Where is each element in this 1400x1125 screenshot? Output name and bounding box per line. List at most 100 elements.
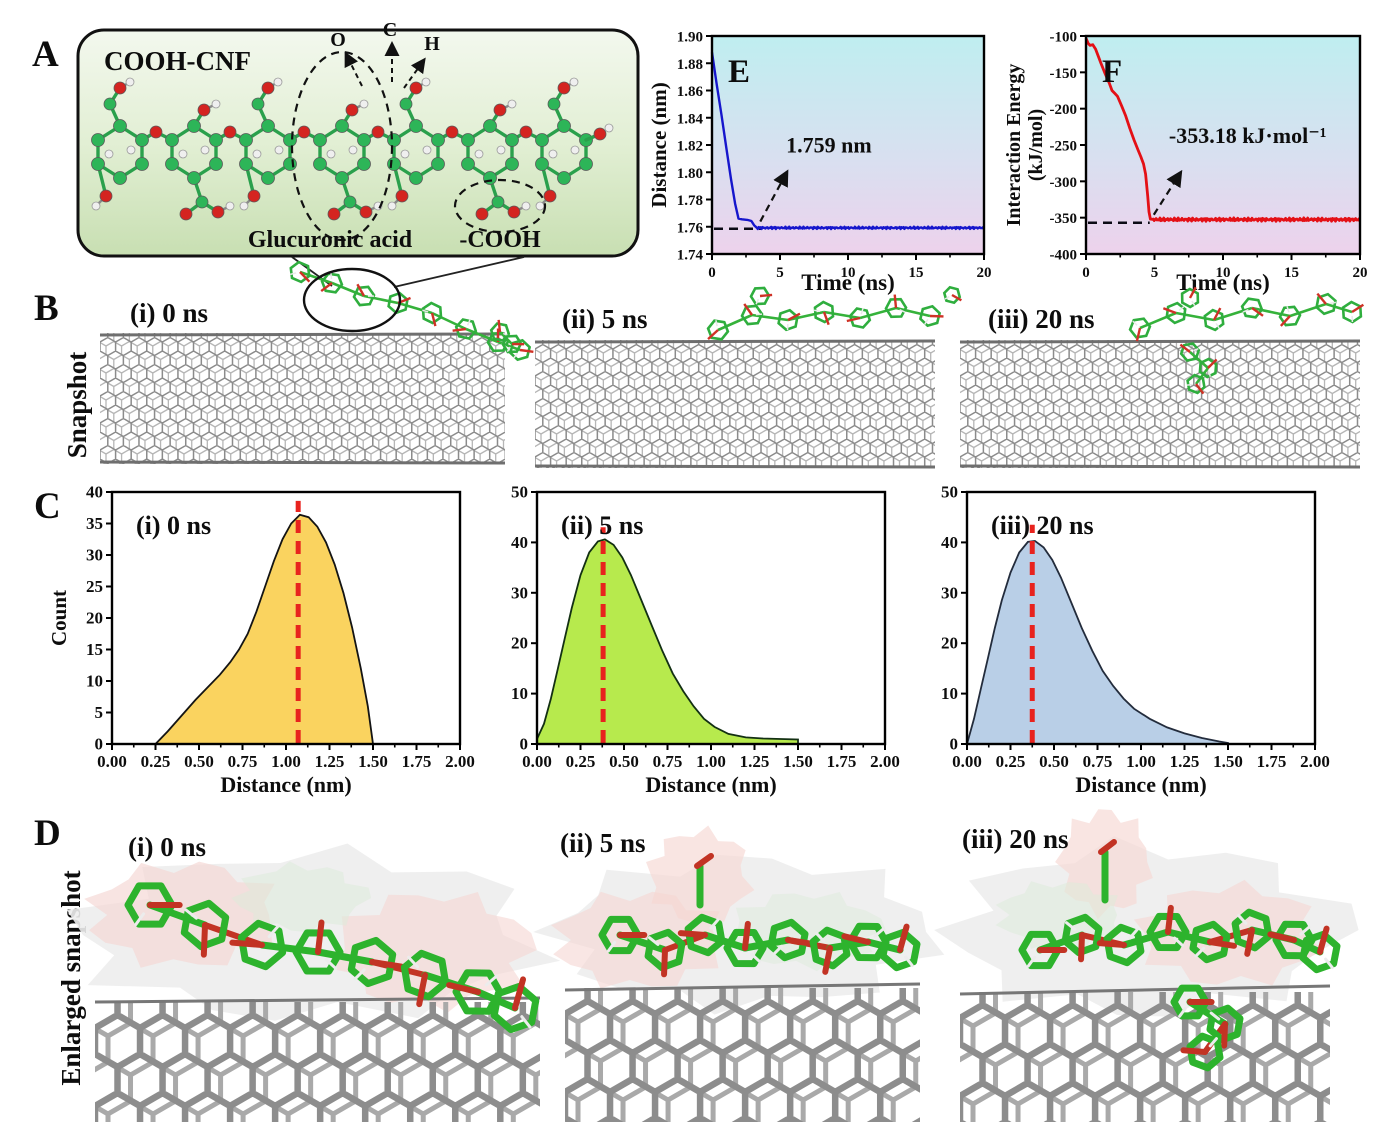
x-tick-label: 1.75 [402, 752, 432, 771]
snapshot-frame-label-20ns: (iii) 20 ns [988, 304, 1095, 334]
x-tick-label: 0.00 [952, 752, 982, 771]
panel-c-letter: C [34, 486, 61, 527]
enlarged-snapshot-row-label: Enlarged snapshot [56, 870, 86, 1085]
x-tick-label: 5 [1151, 265, 1159, 281]
enlarged-frame-label-20ns: (iii) 20 ns [962, 824, 1069, 854]
annotation-value: 1.759 nm [786, 132, 872, 157]
enlarged-frame-label-5ns: (ii) 5 ns [560, 828, 646, 858]
distribution-curve [154, 513, 374, 745]
chart-distribution-5ns: 0.00 0.25 0.50 0.75 1.00 1.25 1.50 1.75 2.00 0 10 2… [511, 483, 900, 798]
y-tick-label: 50 [511, 483, 528, 502]
x-tick-label: 0.50 [1039, 752, 1069, 771]
x-tick-label: 0 [708, 265, 716, 281]
x-tick-label: 1.00 [271, 752, 301, 771]
x-axis-label: Distance (nm) [1075, 772, 1206, 797]
y-tick-label: 1.78 [677, 193, 703, 209]
y-tick-label: 1.88 [677, 57, 703, 73]
y-tick-label: 40 [511, 533, 528, 552]
y-tick-label: 1.86 [677, 84, 704, 100]
x-tick-label: 1.00 [1126, 752, 1156, 771]
molecular-surface-blob [1133, 879, 1325, 986]
x-tick-label: 10 [841, 265, 856, 281]
y-tick-label: 30 [86, 546, 103, 565]
y-tick-label: -100 [1050, 30, 1078, 46]
chart-distribution-0ns: 0.00 0.25 0.50 0.75 1.00 1.25 1.50 1.75 2.00 0 5 10… [47, 483, 475, 798]
atom-label-c: C [383, 19, 397, 41]
cnf-molecule [489, 286, 944, 354]
y-tick-label: 40 [86, 483, 103, 502]
y-tick-label: 20 [511, 634, 528, 653]
y-tick-label: -200 [1050, 102, 1078, 118]
chart-distance-vs-time: 1.759 nm 0 5 10 15 20 1.74 1.76 1.78 1.80 1.82 1.84… [647, 30, 992, 296]
y-tick-label: 1.74 [677, 248, 704, 264]
cooh-label: -COOH [459, 227, 541, 253]
time-series-line [710, 52, 985, 231]
panel-d-letter: D [34, 813, 61, 854]
x-tick-label: 1.50 [783, 752, 813, 771]
x-tick-label: 20 [977, 265, 992, 281]
x-tick-label: 20 [1353, 265, 1368, 281]
y-tick-label: -300 [1050, 175, 1078, 191]
panel-a-title: COOH-CNF [104, 46, 251, 76]
magnifier-ellipse [302, 267, 402, 333]
enlarged-snapshot-5ns [533, 825, 945, 1122]
x-axis-label: Distance (nm) [220, 772, 351, 797]
y-tick-label: 30 [511, 583, 528, 602]
x-tick-label: 0 [1082, 265, 1090, 281]
panel-e-letter: E [728, 54, 750, 90]
x-axis-label: Time (ns) [1176, 270, 1270, 295]
snapshot-frame-label-5ns: (ii) 5 ns [562, 304, 648, 334]
panel-b-snapshots [99, 260, 1365, 469]
x-tick-label: 10 [1216, 265, 1231, 281]
atom-label-h: H [424, 33, 440, 55]
y-tick-label: 1.84 [677, 111, 704, 127]
x-tick-label: 0.50 [609, 752, 639, 771]
y-tick-label: -350 [1050, 211, 1078, 227]
x-tick-label: 1.25 [740, 752, 770, 771]
x-tick-label: 2.00 [1300, 752, 1330, 771]
carbon-nanotube [534, 339, 936, 469]
distribution-curve [536, 538, 799, 744]
cooh-ellipse [453, 178, 547, 234]
cnf-molecule [289, 260, 534, 362]
y-tick-label: -150 [1050, 66, 1078, 82]
y-tick-label: -400 [1050, 248, 1078, 264]
chart-distribution-20ns: 0.00 0.25 0.50 0.75 1.00 1.25 1.50 1.75 2.00 0 10 2… [941, 483, 1330, 798]
y-tick-label: 0 [520, 735, 529, 754]
x-tick-label: 1.25 [1170, 752, 1200, 771]
x-tick-label: 1.50 [358, 752, 388, 771]
enlarged-snapshot-0ns [66, 843, 561, 1122]
y-axis-label: Distance (nm) [647, 82, 671, 207]
y-axis-label: (kJ/mol) [1025, 109, 1047, 181]
y-tick-label: 1.90 [677, 30, 703, 46]
y-tick-label: 0 [95, 735, 104, 754]
x-tick-label: 2.00 [870, 752, 900, 771]
y-tick-label: 1.80 [677, 166, 703, 182]
glucuronic-acid-label: Glucuronic acid [248, 227, 413, 253]
carbon-nanotube [99, 332, 506, 465]
y-tick-label: 20 [941, 634, 958, 653]
enlarged-snapshot-20ns [934, 809, 1359, 1122]
y-tick-label: 10 [86, 672, 103, 691]
x-axis-label: Distance (nm) [645, 772, 776, 797]
molecular-surface-blob [231, 861, 372, 933]
x-tick-label: 1.75 [1257, 752, 1287, 771]
y-tick-label: 20 [86, 609, 103, 628]
x-axis-label: Time (ns) [801, 270, 895, 295]
annotation-arrow [759, 169, 789, 223]
x-tick-label: 2.00 [445, 752, 475, 771]
chart-frame-title: (i) 0 ns [136, 511, 211, 540]
plot-background [712, 36, 984, 254]
x-tick-label: 0.00 [522, 752, 552, 771]
x-tick-label: 0.75 [1083, 752, 1113, 771]
y-tick-label: -250 [1050, 139, 1078, 155]
annotation-value: -353.18 kJ·mol⁻¹ [1169, 123, 1327, 148]
panel-a-annotations [290, 41, 547, 288]
y-tick-label: 0 [950, 735, 959, 754]
y-tick-label: 5 [95, 703, 104, 722]
x-tick-label: 1.25 [315, 752, 345, 771]
panel-a-letter: A [32, 34, 59, 75]
panel-f-letter: F [1102, 54, 1122, 90]
x-tick-label: 1.75 [827, 752, 857, 771]
